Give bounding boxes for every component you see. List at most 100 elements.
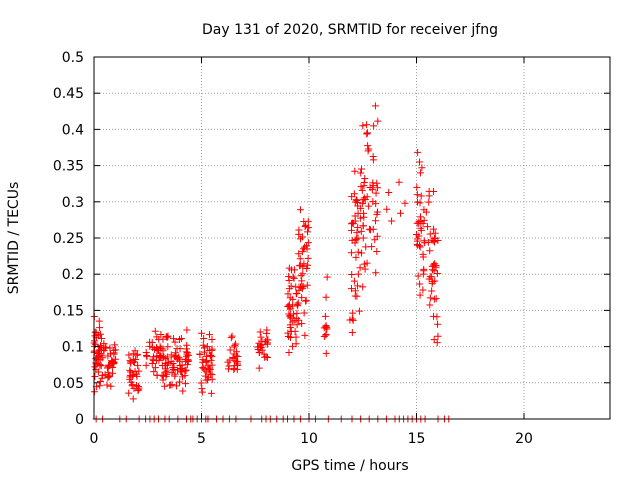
data-point bbox=[359, 222, 367, 230]
data-point bbox=[370, 122, 378, 130]
data-point bbox=[157, 331, 165, 339]
data-point bbox=[166, 381, 174, 389]
data-point bbox=[284, 329, 292, 337]
data-point bbox=[371, 102, 379, 110]
x-tick-label: 10 bbox=[300, 431, 318, 447]
y-tick-label: 0.4 bbox=[62, 122, 84, 138]
data-point bbox=[298, 320, 306, 328]
y-tick-label: 0.2 bbox=[62, 267, 84, 283]
data-point bbox=[125, 389, 133, 397]
data-point bbox=[287, 327, 295, 335]
data-point bbox=[285, 301, 293, 309]
data-point bbox=[159, 335, 167, 343]
data-point bbox=[207, 389, 215, 397]
data-point bbox=[173, 366, 181, 374]
data-point bbox=[131, 355, 139, 363]
data-point bbox=[184, 351, 192, 359]
chart-title: Day 131 of 2020, SRMTID for receiver jfn… bbox=[202, 22, 498, 38]
data-point bbox=[126, 357, 134, 365]
data-point bbox=[205, 346, 213, 354]
data-point bbox=[359, 196, 367, 204]
data-point bbox=[418, 164, 426, 172]
data-point bbox=[371, 236, 379, 244]
data-point bbox=[347, 249, 355, 257]
data-point bbox=[363, 193, 371, 201]
data-point bbox=[349, 309, 357, 317]
data-point bbox=[151, 364, 159, 372]
data-point bbox=[354, 223, 362, 231]
data-point bbox=[177, 334, 185, 342]
data-point bbox=[304, 239, 312, 247]
data-point bbox=[171, 349, 179, 357]
data-point bbox=[257, 333, 265, 341]
data-point bbox=[414, 235, 422, 243]
data-point bbox=[303, 265, 311, 273]
data-point bbox=[289, 318, 297, 326]
data-point bbox=[208, 335, 216, 343]
data-point bbox=[413, 191, 421, 199]
data-point bbox=[401, 199, 409, 207]
y-tick-label: 0.5 bbox=[62, 50, 84, 66]
data-point bbox=[372, 189, 380, 197]
y-tick-label: 0 bbox=[75, 412, 84, 428]
data-point bbox=[129, 395, 137, 403]
data-point bbox=[125, 351, 133, 359]
data-point bbox=[359, 122, 367, 130]
data-point bbox=[416, 158, 424, 166]
data-point bbox=[129, 350, 137, 358]
data-point bbox=[151, 327, 159, 335]
data-point bbox=[159, 372, 167, 380]
data-point bbox=[321, 312, 329, 320]
data-point bbox=[107, 382, 115, 390]
y-tick-label: 0.45 bbox=[53, 86, 84, 102]
data-point bbox=[231, 341, 239, 349]
data-point bbox=[299, 270, 307, 278]
y-tick-label: 0.05 bbox=[53, 376, 84, 392]
data-point bbox=[285, 348, 293, 356]
data-point bbox=[171, 353, 179, 361]
data-point bbox=[350, 277, 358, 285]
data-point bbox=[182, 380, 190, 388]
data-point bbox=[388, 217, 396, 225]
data-point bbox=[359, 209, 367, 217]
data-point bbox=[148, 360, 156, 368]
data-point bbox=[359, 200, 367, 208]
data-point bbox=[352, 235, 360, 243]
data-point bbox=[286, 294, 294, 302]
data-point bbox=[374, 184, 382, 192]
data-point bbox=[103, 381, 111, 389]
data-point bbox=[302, 296, 310, 304]
data-point bbox=[134, 362, 142, 370]
data-point bbox=[360, 179, 368, 187]
data-point bbox=[292, 333, 300, 341]
data-point bbox=[428, 266, 436, 274]
data-point bbox=[420, 206, 428, 214]
data-point bbox=[111, 355, 119, 363]
data-point bbox=[300, 260, 308, 268]
data-point bbox=[290, 274, 298, 282]
data-point bbox=[415, 232, 423, 240]
data-point bbox=[171, 370, 179, 378]
data-point bbox=[298, 248, 306, 256]
data-point bbox=[95, 331, 103, 339]
axis-ticks: 0 0.05 0.1 0.15 0.2 0.25 0.3 0.35 0.4 0.45 0.5 0 5 10… bbox=[53, 50, 610, 447]
data-point bbox=[429, 261, 437, 269]
data-point bbox=[170, 335, 178, 343]
data-point bbox=[230, 343, 238, 351]
data-point bbox=[108, 369, 116, 377]
data-point bbox=[183, 326, 191, 334]
data-point bbox=[208, 361, 216, 369]
data-point bbox=[304, 261, 312, 269]
data-point bbox=[364, 147, 372, 155]
data-point bbox=[413, 183, 421, 191]
data-point bbox=[416, 280, 424, 288]
data-point bbox=[183, 341, 191, 349]
data-point bbox=[204, 362, 212, 370]
data-point bbox=[431, 238, 439, 246]
data-point bbox=[224, 365, 232, 373]
data-point bbox=[430, 225, 438, 233]
data-point bbox=[296, 261, 304, 269]
data-point bbox=[201, 366, 209, 374]
data-point bbox=[303, 281, 311, 289]
data-point bbox=[164, 343, 172, 351]
